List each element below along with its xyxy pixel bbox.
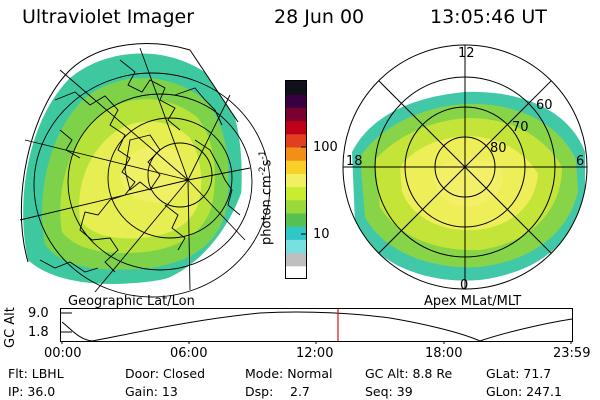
geographic-map-label: Geographic Lat/Lon bbox=[68, 294, 195, 309]
glon-info: GLon: 247.1 bbox=[486, 384, 562, 399]
colorbar-band bbox=[286, 213, 306, 227]
mlat-label-60: 60 bbox=[536, 98, 553, 113]
altitude-ytick-1-8: 1.8 bbox=[28, 325, 49, 340]
color-scale-bar bbox=[285, 80, 307, 280]
apex-grid bbox=[342, 44, 588, 290]
altitude-plot bbox=[60, 308, 573, 344]
colorbar-band bbox=[286, 120, 306, 135]
altitude-xtick-1800: 18:00 bbox=[425, 346, 463, 361]
mlat-label-80: 80 bbox=[490, 141, 507, 156]
colorbar-band bbox=[286, 147, 306, 161]
mlt-label-0: 0 bbox=[460, 278, 469, 293]
gain-info: Gain: 13 bbox=[125, 384, 178, 399]
altitude-xtick-2359: 23:59 bbox=[553, 346, 591, 361]
colorbar-band bbox=[286, 160, 306, 174]
mlt-label-18: 18 bbox=[346, 154, 363, 169]
mlt-label-12: 12 bbox=[458, 46, 475, 61]
colorbar-unit-label: photon cm-2s-1 bbox=[258, 150, 275, 245]
mlt-label-6: 6 bbox=[576, 154, 585, 169]
image-date: 28 Jun 00 bbox=[274, 6, 365, 28]
apex-magnetic-map bbox=[342, 44, 588, 290]
colorbar-band bbox=[286, 252, 306, 267]
colorbar-band bbox=[286, 133, 306, 148]
colorbar-band bbox=[286, 107, 306, 122]
gc-alt-info: GC Alt: 8.8 Re bbox=[365, 366, 453, 381]
colorbar-tick-100: 100 bbox=[313, 140, 338, 155]
apex-map-label: Apex MLat/MLT bbox=[424, 294, 522, 309]
altitude-ylabel: GC Alt bbox=[3, 307, 18, 348]
colorbar-band bbox=[286, 239, 306, 254]
instrument-title: Ultraviolet Imager bbox=[22, 6, 195, 28]
colorbar-tick-10: 10 bbox=[313, 227, 330, 242]
dsp-value: 2.7 bbox=[290, 384, 310, 399]
glat-info: GLat: 71.7 bbox=[486, 366, 552, 381]
colorbar-band bbox=[286, 81, 306, 95]
image-time: 13:05:46 UT bbox=[430, 6, 547, 28]
colorbar-band bbox=[286, 94, 306, 108]
aurora-emission-apex bbox=[352, 91, 585, 281]
coastlines bbox=[39, 59, 241, 273]
colorbar-band bbox=[286, 199, 306, 214]
altitude-xtick-0600: 06:00 bbox=[170, 346, 208, 361]
filter-info: Flt: LBHL bbox=[8, 366, 64, 381]
colorbar-band bbox=[286, 186, 306, 201]
seq-info: Seq: 39 bbox=[365, 384, 413, 399]
door-info: Door: Closed bbox=[125, 366, 206, 381]
altitude-xtick-0000: 00:00 bbox=[44, 346, 82, 361]
longitude-grid bbox=[19, 47, 251, 293]
mode-info: Mode: Normal bbox=[245, 366, 333, 381]
altitude-ytick-9: 9.0 bbox=[28, 306, 49, 321]
colorbar-band bbox=[286, 173, 306, 188]
colorbar-band bbox=[286, 265, 306, 280]
colorbar-band bbox=[286, 226, 306, 240]
altitude-xtick-1200: 12:00 bbox=[296, 346, 334, 361]
mlat-label-70: 70 bbox=[512, 120, 529, 135]
ip-info: IP: 36.0 bbox=[8, 384, 56, 399]
geographic-map bbox=[19, 43, 270, 298]
dsp-label: Dsp: bbox=[245, 384, 274, 399]
